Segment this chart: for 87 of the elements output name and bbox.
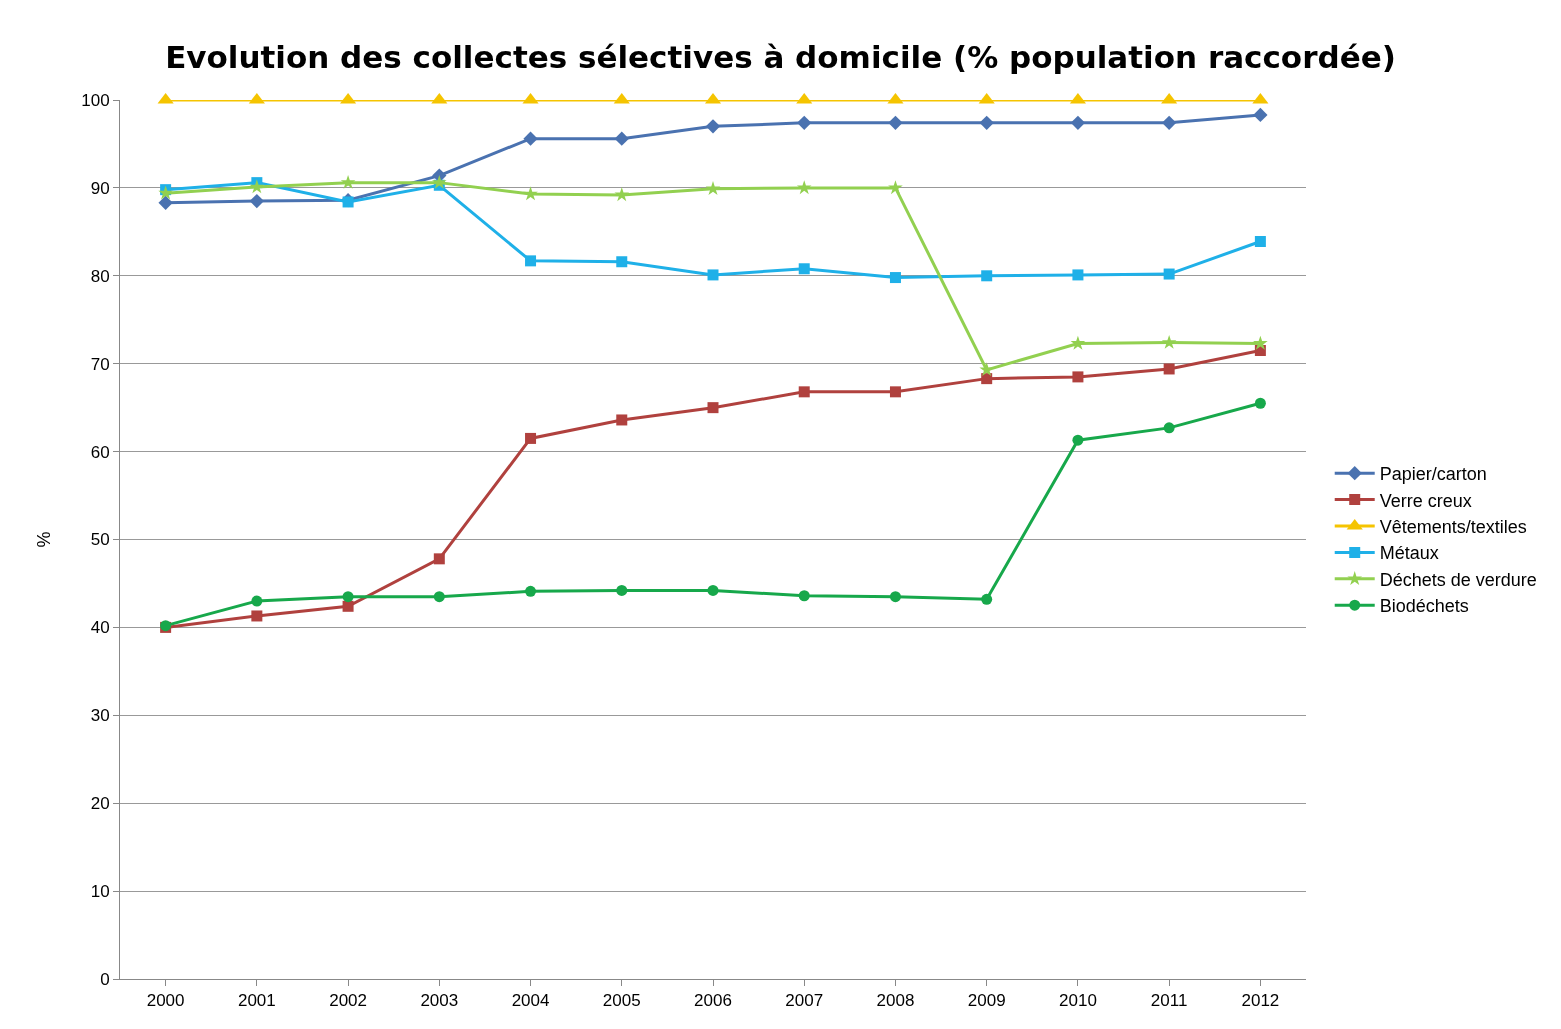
point — [433, 591, 445, 603]
point — [342, 600, 354, 612]
x-tick-label: 2009 — [967, 991, 1006, 1011]
legend-label: Papier/carton — [1379, 464, 1487, 485]
point — [525, 255, 537, 267]
y-tick-label: 10 — [90, 882, 110, 902]
point — [342, 591, 354, 603]
point — [1253, 335, 1268, 350]
point — [433, 553, 445, 565]
y-tick-label: 40 — [90, 618, 110, 638]
point — [249, 193, 264, 209]
x-tick-label: 2003 — [420, 991, 459, 1011]
point — [1072, 269, 1084, 281]
point — [705, 181, 721, 196]
point — [614, 187, 630, 202]
x-tick-label: 2010 — [1059, 991, 1097, 1011]
point — [340, 174, 356, 189]
point — [889, 386, 901, 398]
y-tick-label: 90 — [90, 178, 110, 198]
x-tick-label: 2006 — [694, 991, 732, 1011]
y-tick-label: 0 — [100, 969, 110, 989]
point — [707, 584, 719, 596]
point — [1162, 115, 1177, 130]
point — [431, 174, 447, 189]
point — [979, 115, 994, 130]
x-tick-label: 2008 — [876, 991, 915, 1011]
chart-title: Evolution des collectes sélectives à domicile (% population raccordée) — [165, 39, 1396, 75]
x-tick-label: 2011 — [1150, 991, 1188, 1011]
x-tick-label: 2002 — [329, 991, 367, 1011]
point — [889, 272, 901, 284]
point — [616, 414, 628, 426]
y-tick-label: 70 — [90, 354, 110, 374]
point — [981, 373, 993, 385]
point — [1072, 434, 1084, 446]
point — [981, 270, 993, 282]
point — [249, 179, 265, 194]
point — [525, 432, 537, 444]
point — [796, 180, 812, 195]
point — [1163, 363, 1175, 375]
y-axis-title: % — [34, 531, 55, 548]
legend-label: Vêtements/textiles — [1379, 517, 1527, 538]
x-tick-label: 2005 — [602, 991, 641, 1011]
legend-label: Biodéchets — [1379, 596, 1469, 617]
y-tick-label: 50 — [90, 530, 110, 550]
y-tick-label: 20 — [90, 794, 110, 814]
legend-label: Métaux — [1379, 543, 1439, 564]
point — [798, 386, 810, 398]
point — [798, 263, 810, 275]
point — [797, 115, 812, 130]
x-tick-label: 2007 — [785, 991, 824, 1011]
point — [707, 269, 719, 281]
point — [614, 131, 629, 146]
y-tick-label: 100 — [81, 90, 110, 110]
x-tick-label: 2012 — [1241, 991, 1280, 1011]
point — [707, 402, 719, 414]
legend-label: Déchets de verdure — [1379, 569, 1537, 590]
point — [888, 180, 903, 195]
point — [1163, 422, 1175, 434]
point — [1070, 115, 1086, 130]
point — [158, 195, 173, 210]
point — [1253, 107, 1268, 123]
y-tick-label: 60 — [90, 442, 110, 462]
legend-label: Verre creux — [1379, 490, 1472, 511]
point — [1072, 371, 1084, 383]
point — [523, 131, 538, 146]
point — [1254, 397, 1266, 409]
point — [1254, 236, 1266, 248]
y-tick-label: 80 — [90, 266, 110, 286]
point — [798, 590, 810, 602]
point — [705, 119, 721, 134]
point — [888, 115, 903, 130]
point — [616, 584, 628, 596]
point — [251, 595, 263, 607]
point — [158, 185, 173, 200]
x-tick-label: 2000 — [146, 991, 185, 1011]
point — [981, 593, 993, 605]
point — [523, 186, 538, 201]
x-tick-label: 2001 — [237, 991, 276, 1011]
y-tick-label: 30 — [90, 706, 110, 726]
x-tick-label: 2004 — [511, 991, 550, 1011]
point — [1161, 334, 1177, 349]
point — [1163, 268, 1175, 280]
point — [525, 585, 537, 597]
point — [251, 610, 263, 622]
point — [616, 256, 628, 268]
point — [1070, 335, 1086, 350]
point — [889, 591, 901, 603]
